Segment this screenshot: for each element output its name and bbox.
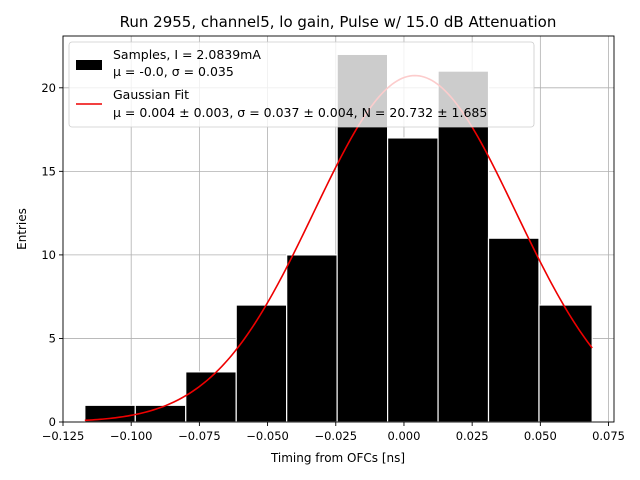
legend-fit-stats: μ = 0.004 ± 0.003, σ = 0.037 ± 0.004, N … xyxy=(113,105,487,120)
legend-fit-label: Gaussian Fit xyxy=(113,87,189,102)
y-axis-ticks: 0 5 10 15 20 xyxy=(41,81,63,429)
y-axis-label: Entries xyxy=(15,208,29,250)
legend-samples-label: Samples, I = 2.0839mA xyxy=(113,47,261,62)
x-tick-label-6: 0.025 xyxy=(456,429,489,443)
histogram-bar-8 xyxy=(487,237,540,423)
x-tick-label-3: −0.050 xyxy=(246,429,289,443)
histogram-bars xyxy=(84,53,593,423)
x-tick-label-7: 0.050 xyxy=(524,429,557,443)
y-tick-label-0: 0 xyxy=(49,415,56,429)
y-tick-label-4: 20 xyxy=(41,81,56,95)
histogram-bar-3 xyxy=(235,304,288,423)
y-tick-label-3: 15 xyxy=(41,164,56,178)
y-tick-label-2: 10 xyxy=(41,248,56,262)
plot-frame xyxy=(62,35,615,423)
gaussian-fit-curve xyxy=(84,74,593,422)
x-tick-label-5: 0.000 xyxy=(387,429,420,443)
histogram-bar-6 xyxy=(386,137,439,423)
chart-title: Run 2955, channel5, lo gain, Pulse w/ 15… xyxy=(120,13,557,31)
y-tick-label-1: 5 xyxy=(49,331,56,345)
x-tick-label-2: −0.075 xyxy=(178,429,221,443)
legend-samples-stats: μ = -0.0, σ = 0.035 xyxy=(113,64,234,79)
legend-box xyxy=(68,41,535,128)
legend: Samples, I = 2.0839mA μ = -0.0, σ = 0.03… xyxy=(68,41,535,128)
x-axis-ticks: −0.125 −0.100 −0.075 −0.050 −0.025 0.000 0.025… xyxy=(42,422,625,443)
x-axis-label: Timing from OFCs [ns] xyxy=(270,451,405,465)
histogram-bar-9 xyxy=(538,304,593,423)
histogram-bar-2 xyxy=(185,371,237,423)
x-tick-label-4: −0.025 xyxy=(314,429,357,443)
x-tick-label-1: −0.100 xyxy=(110,429,153,443)
legend-swatch-samples xyxy=(76,60,102,70)
x-tick-label-0: −0.125 xyxy=(42,429,85,443)
histogram-bar-4 xyxy=(286,254,338,423)
x-tick-label-8: 0.075 xyxy=(592,429,625,443)
